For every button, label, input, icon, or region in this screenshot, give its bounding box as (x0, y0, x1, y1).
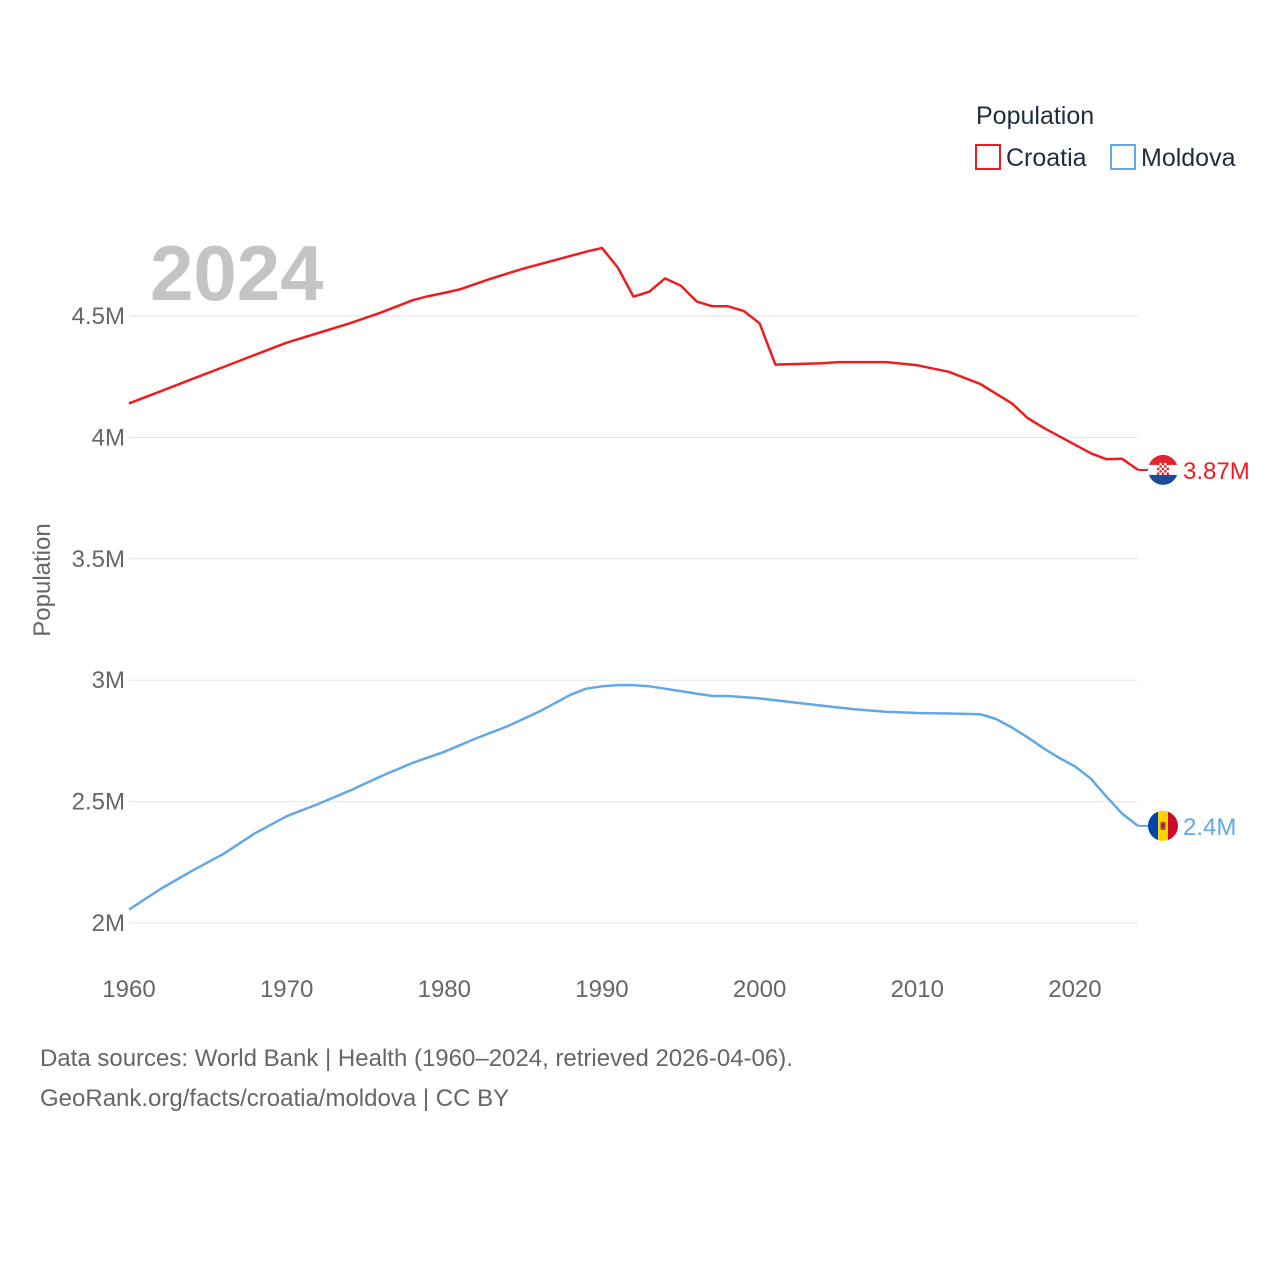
x-tick-label: 2010 (891, 976, 944, 1003)
series-end-markers: 3.87M 2.4M (1138, 454, 1250, 841)
legend-swatch-croatia (975, 144, 1001, 170)
legend: Population Croatia Moldova (975, 102, 1236, 172)
y-tick-label: 3.5M (72, 546, 125, 573)
x-tick-label: 1960 (102, 976, 155, 1003)
x-tick-label: 1970 (260, 976, 313, 1003)
end-value-label-moldova: 2.4M (1183, 814, 1236, 841)
legend-item-croatia[interactable]: Croatia (975, 144, 1087, 172)
y-tick-label: 2M (92, 910, 125, 937)
series-lines (128, 246, 1139, 911)
gridlines (129, 315, 1138, 924)
year-label: 2024 (150, 229, 324, 317)
croatia-flag-icon (1148, 454, 1178, 485)
footer-sources: Data sources: World Bank | Health (1960–… (40, 1045, 793, 1072)
legend-label-croatia: Croatia (1006, 144, 1087, 172)
x-tick-label: 1990 (575, 976, 628, 1003)
y-axis-title: Population (29, 523, 56, 636)
y-tick-label: 3M (92, 667, 125, 694)
legend-title: Population (976, 102, 1094, 130)
x-tick-label: 1980 (418, 976, 471, 1003)
y-axis-ticks: 2M 2.5M 3M 3.5M 4M 4.5M (72, 303, 125, 937)
footer-attribution[interactable]: GeoRank.org/facts/croatia/moldova | CC B… (40, 1085, 510, 1112)
legend-item-moldova[interactable]: Moldova (1110, 144, 1236, 172)
legend-swatch-moldova (1110, 144, 1136, 170)
x-axis-ticks: 1960 1970 1980 1990 2000 2010 2020 (102, 976, 1101, 1003)
x-tick-label: 2000 (733, 976, 786, 1003)
series-line-moldova[interactable] (128, 683, 1139, 911)
moldova-flag-icon (1148, 810, 1178, 841)
x-tick-label: 2020 (1048, 976, 1101, 1003)
series-line-croatia[interactable] (128, 246, 1139, 471)
y-tick-label: 4M (92, 424, 125, 451)
legend-label-moldova: Moldova (1141, 144, 1236, 172)
end-value-label-croatia: 3.87M (1183, 458, 1250, 485)
y-tick-label: 4.5M (72, 303, 125, 330)
y-tick-label: 2.5M (72, 789, 125, 816)
